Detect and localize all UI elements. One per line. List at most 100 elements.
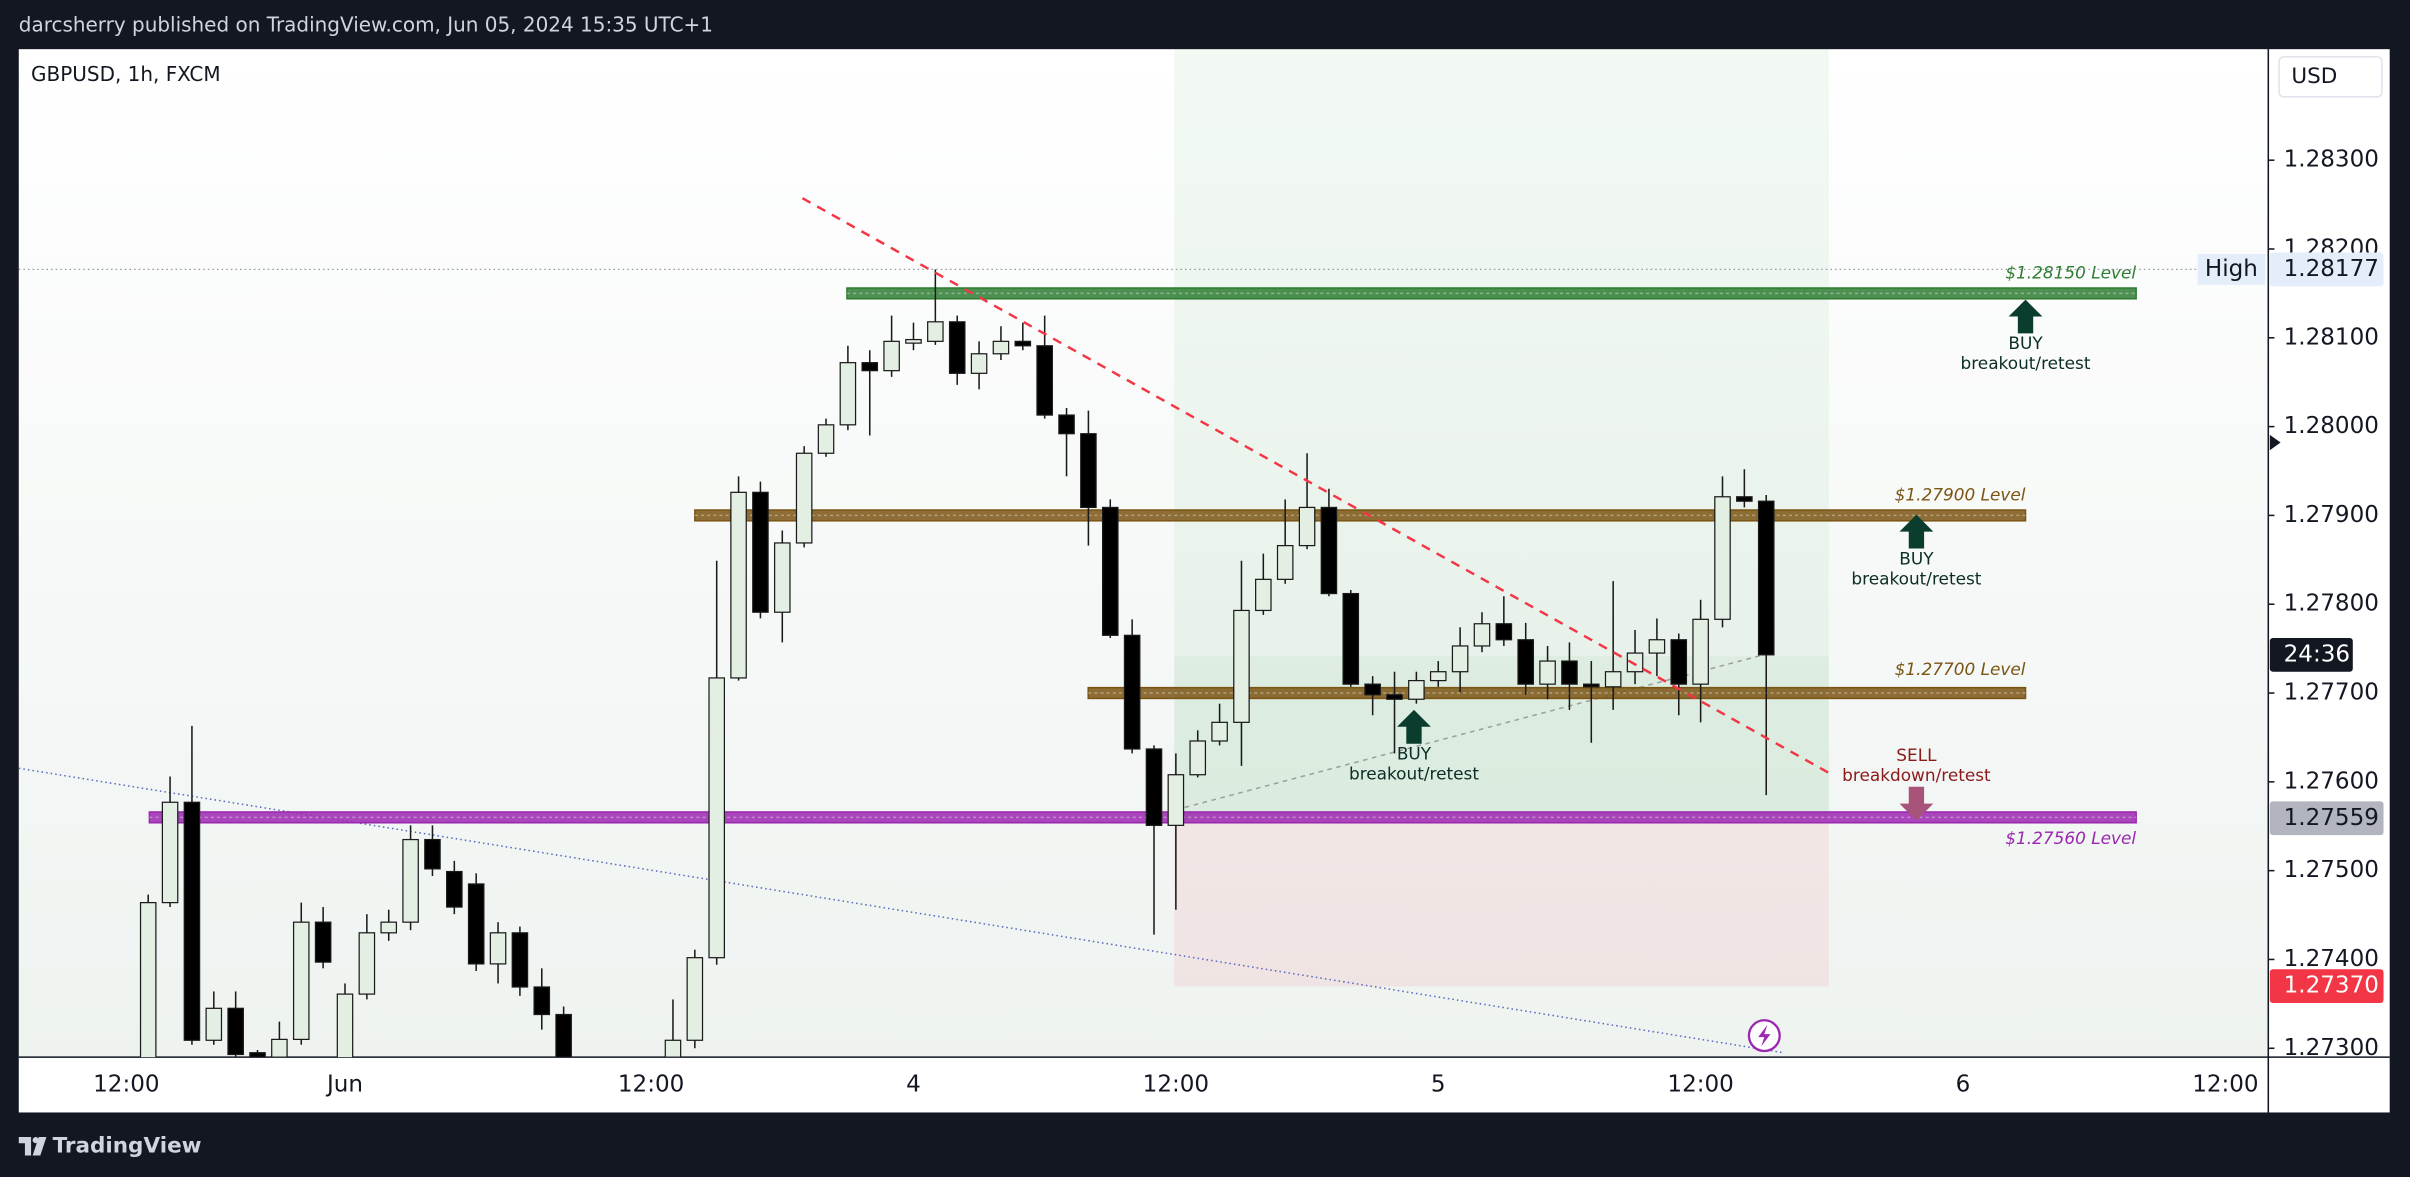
level-band — [1087, 686, 2027, 700]
y-tick-label: 1.27400 — [2284, 946, 2379, 972]
logo-dot — [32, 1137, 39, 1144]
candle-body — [1342, 592, 1360, 685]
price-badge — [2269, 801, 2384, 836]
candle-body — [992, 340, 1010, 355]
candle-body — [839, 362, 857, 426]
candle-body — [1670, 639, 1688, 685]
candle-body — [489, 932, 507, 965]
x-tick-label: 6 — [1956, 1071, 1971, 1097]
candle-body — [511, 932, 529, 988]
annotation-text: breakdown/retest — [1842, 765, 1991, 785]
candle-body — [1080, 433, 1097, 509]
level-label: $1.28150 Level — [2005, 262, 2136, 282]
x-tick-label: 12:00 — [2192, 1071, 2258, 1097]
candle-body — [1145, 748, 1163, 826]
header-text: darcsherry published on TradingView.com,… — [19, 13, 713, 37]
candle-body — [380, 921, 398, 934]
candle-body — [1058, 414, 1075, 435]
candle-body — [183, 801, 201, 1041]
level-label: $1.27900 Level — [1895, 484, 2026, 504]
candle-body — [271, 1038, 288, 1058]
logo-mark — [18, 1137, 47, 1156]
candle-body — [905, 338, 922, 344]
loss-zone — [1174, 818, 1829, 987]
candle-body — [970, 353, 988, 374]
candle-body — [161, 801, 179, 904]
badge-tag-bg — [2197, 254, 2266, 285]
price-badge — [2269, 252, 2384, 287]
candle-body — [424, 838, 441, 870]
arrow-up — [1899, 514, 1934, 549]
candle-body — [861, 362, 879, 372]
candles — [139, 269, 1775, 1058]
arrow-up — [2008, 299, 2043, 334]
candle-body — [249, 1052, 266, 1058]
level-band — [694, 509, 2027, 522]
candle-body — [686, 957, 704, 1041]
currency-button[interactable] — [2278, 56, 2383, 98]
candle-body — [927, 321, 944, 342]
candle-body — [1626, 652, 1644, 673]
x-tick-label: Jun — [325, 1071, 363, 1097]
candle-body — [883, 340, 900, 372]
candle-body — [1757, 500, 1775, 656]
annotation-text: breakout/retest — [1851, 568, 1981, 588]
candle-body — [1320, 506, 1338, 595]
y-tick-label: 1.27500 — [2284, 857, 2379, 883]
y-ticks: 1.27300 1.27400 1.27500 1.27600 1.27700 1.278… — [2268, 147, 2379, 1061]
candle-body — [1386, 694, 1403, 700]
price-badge-label: 1.27370 — [2284, 973, 2379, 999]
y-tick-label: 1.27900 — [2284, 502, 2379, 528]
candle-body — [1473, 623, 1491, 647]
profit-zone-inner — [1174, 656, 1829, 819]
currency: USD — [2291, 64, 2337, 89]
symbol-title: GBPUSD, 1h, FXCM — [31, 62, 221, 86]
candle-body — [358, 932, 376, 995]
x-tick-label: 12:00 — [93, 1071, 159, 1097]
annotation-title: BUY — [1899, 548, 1934, 568]
y-tick-label: 1.28100 — [2284, 324, 2379, 350]
levels: $1.28150 Level $1.27900 Level $1.27700 Lev… — [148, 262, 2137, 848]
footer-brand: TradingView — [53, 1133, 202, 1158]
annotation-title: BUY — [2008, 333, 2043, 353]
candle-body — [1692, 618, 1709, 685]
candle-body — [1429, 671, 1447, 682]
candle-body — [1408, 679, 1425, 700]
candle-body — [730, 491, 747, 679]
level-label: $1.27700 Level — [1895, 659, 2026, 679]
y-tick-label: 1.28000 — [2284, 413, 2379, 439]
candle-body — [1255, 578, 1272, 612]
candle-body — [1276, 544, 1294, 580]
countdown-badge — [2269, 637, 2353, 672]
candle-body — [1736, 496, 1753, 502]
x-tick-label: 5 — [1431, 1071, 1446, 1097]
footer-logo — [18, 1137, 47, 1156]
countdown: 24:36 — [2284, 641, 2350, 667]
badge-tag: High — [2205, 256, 2258, 282]
annotation-text: breakout/retest — [1349, 763, 1479, 783]
plot-area — [18, 49, 2269, 1058]
candle-body — [336, 993, 354, 1058]
candle-body — [948, 321, 966, 374]
candle-body — [533, 986, 551, 1016]
y-tick-label: 1.27300 — [2284, 1035, 2379, 1061]
candle-body — [314, 921, 332, 963]
candle-body — [1101, 506, 1119, 636]
annotations: BUYbreakout/retestBUYbreakout/retestBUYb… — [1349, 299, 2091, 821]
level-band — [846, 287, 2137, 300]
x-tick-label: 12:00 — [618, 1071, 684, 1097]
candle-body — [446, 870, 463, 908]
candle-body — [467, 883, 485, 965]
y-tick-label: 1.27700 — [2284, 680, 2379, 706]
arrow-down — [1899, 786, 1934, 821]
candle-body — [773, 542, 791, 613]
y-tick-label: 1.28300 — [2284, 147, 2379, 173]
annotation-title: SELL — [1896, 745, 1937, 765]
candle-body — [1167, 774, 1185, 826]
candle-body — [139, 902, 157, 1058]
candle-body — [1298, 506, 1316, 547]
candle-body — [292, 921, 310, 1041]
candle-body — [1583, 683, 1600, 688]
